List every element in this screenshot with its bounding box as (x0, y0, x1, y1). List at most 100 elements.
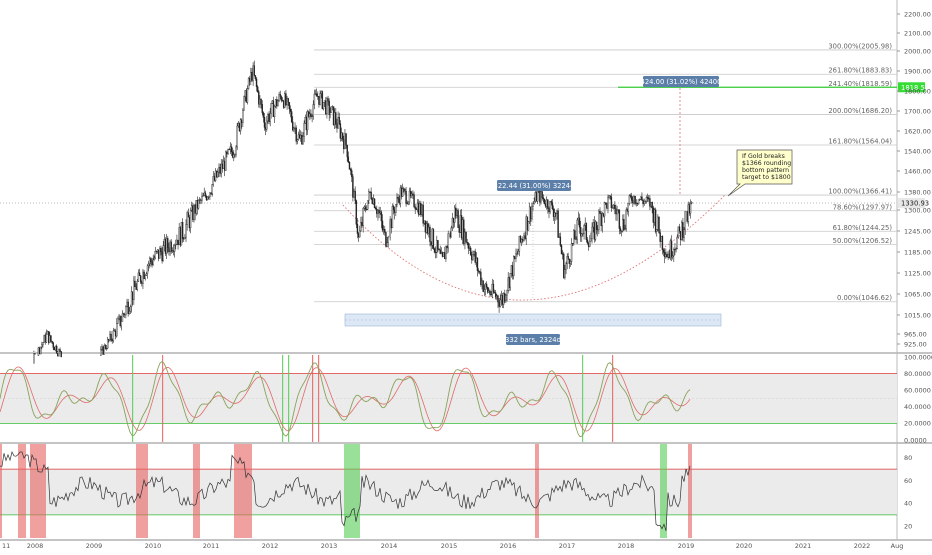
candle-body (601, 213, 603, 227)
candle-body (404, 188, 406, 192)
candle-body (442, 252, 445, 257)
candle-body (384, 229, 386, 233)
price-tick-label: 1245.00 (904, 227, 931, 235)
rsi-overbought-zone (688, 444, 692, 538)
candle-body (250, 71, 252, 82)
candle-body (53, 347, 56, 351)
candle-body (252, 65, 254, 81)
rsi-tick-label: 40 (904, 500, 912, 508)
candle-body (139, 275, 142, 283)
candle-body (500, 295, 503, 301)
candle-body (461, 219, 464, 239)
candle-body (258, 91, 260, 105)
measure-mid-label: 322.44 (31.00%) 32244 (494, 182, 575, 190)
callout-line: $1366 rounding (742, 160, 791, 167)
candle-body (163, 238, 166, 246)
candle-body (392, 206, 395, 211)
candle-body (197, 200, 200, 209)
candle-body (44, 335, 46, 343)
candle-body (464, 231, 466, 244)
candle-body (230, 146, 233, 153)
candle-body (683, 229, 685, 238)
candle-body (179, 227, 182, 246)
candle-body (41, 344, 43, 348)
candle-body (603, 202, 606, 217)
candle-body (50, 335, 52, 342)
candle-body (137, 272, 140, 282)
candle-body (38, 347, 41, 355)
candle-body (608, 195, 610, 198)
candle-body (367, 200, 369, 210)
candle-body (576, 219, 578, 240)
candle-body (543, 198, 546, 204)
candle-body (594, 221, 597, 240)
candle-body (544, 203, 547, 207)
candle-body (157, 249, 160, 259)
candle-body (481, 280, 483, 285)
candle-body (684, 211, 686, 230)
candle-body (687, 204, 689, 222)
candle-body (559, 236, 562, 246)
candle-body (652, 207, 655, 223)
price-tick-label: 2000.00 (904, 47, 931, 55)
price-tick-label: 1540.00 (904, 147, 931, 155)
candle-body (177, 239, 179, 245)
candle-body (586, 239, 589, 244)
rsi-overbought-zone (234, 444, 252, 538)
candle-body (643, 200, 645, 205)
candle-body (499, 299, 501, 307)
candle-body (508, 277, 510, 288)
candle-body (622, 219, 624, 232)
candle-body (318, 96, 320, 105)
callout-line: If Gold breaks (742, 153, 785, 160)
candle-body (55, 345, 58, 354)
candle-body (254, 75, 257, 80)
candle-body (360, 222, 362, 232)
candle-body (133, 280, 135, 300)
candle-body (522, 239, 524, 241)
candle-body (336, 123, 338, 129)
candle-body (310, 113, 312, 117)
candle-body (301, 135, 303, 145)
candle-body (141, 281, 143, 284)
candle-body (578, 217, 581, 228)
rsi-panel (0, 444, 897, 538)
x-tick-label: 2021 (795, 542, 812, 550)
candle-body (293, 127, 295, 131)
rsi-oversold-zone (660, 444, 667, 538)
candle-body (690, 202, 693, 204)
candle-body (119, 315, 121, 326)
price-tick-label: 1460.00 (904, 167, 931, 175)
candle-body (204, 192, 207, 197)
candle-body (490, 294, 492, 296)
x-tick-label-edge: 11 (2, 542, 10, 550)
candle-body (405, 191, 407, 204)
candle-body (281, 100, 284, 102)
candle-body (101, 346, 103, 350)
candle-body (305, 116, 308, 131)
x-tick-label: 2011 (203, 542, 220, 550)
candle-body (399, 187, 402, 204)
candle-body (47, 331, 50, 343)
price-tick-label: 1700.00 (904, 107, 931, 115)
candle-body (225, 151, 227, 171)
candle-body (540, 191, 542, 203)
candle-body (515, 253, 517, 259)
rsi-overbought-zone (193, 444, 200, 538)
fib-level-label: 78.60%(1297.97) (833, 203, 893, 211)
candle-body (438, 249, 440, 251)
candle-body (359, 230, 361, 238)
candle-body (37, 347, 40, 356)
candle-body (547, 199, 549, 209)
candle-body (313, 93, 316, 105)
candle-body (420, 203, 422, 215)
candle-body (346, 144, 348, 158)
candle-body (173, 244, 176, 252)
candle-body (129, 306, 132, 312)
candle-body (518, 235, 521, 252)
candle-body (428, 226, 430, 234)
candle-body (183, 238, 185, 240)
candle-body (333, 112, 336, 125)
